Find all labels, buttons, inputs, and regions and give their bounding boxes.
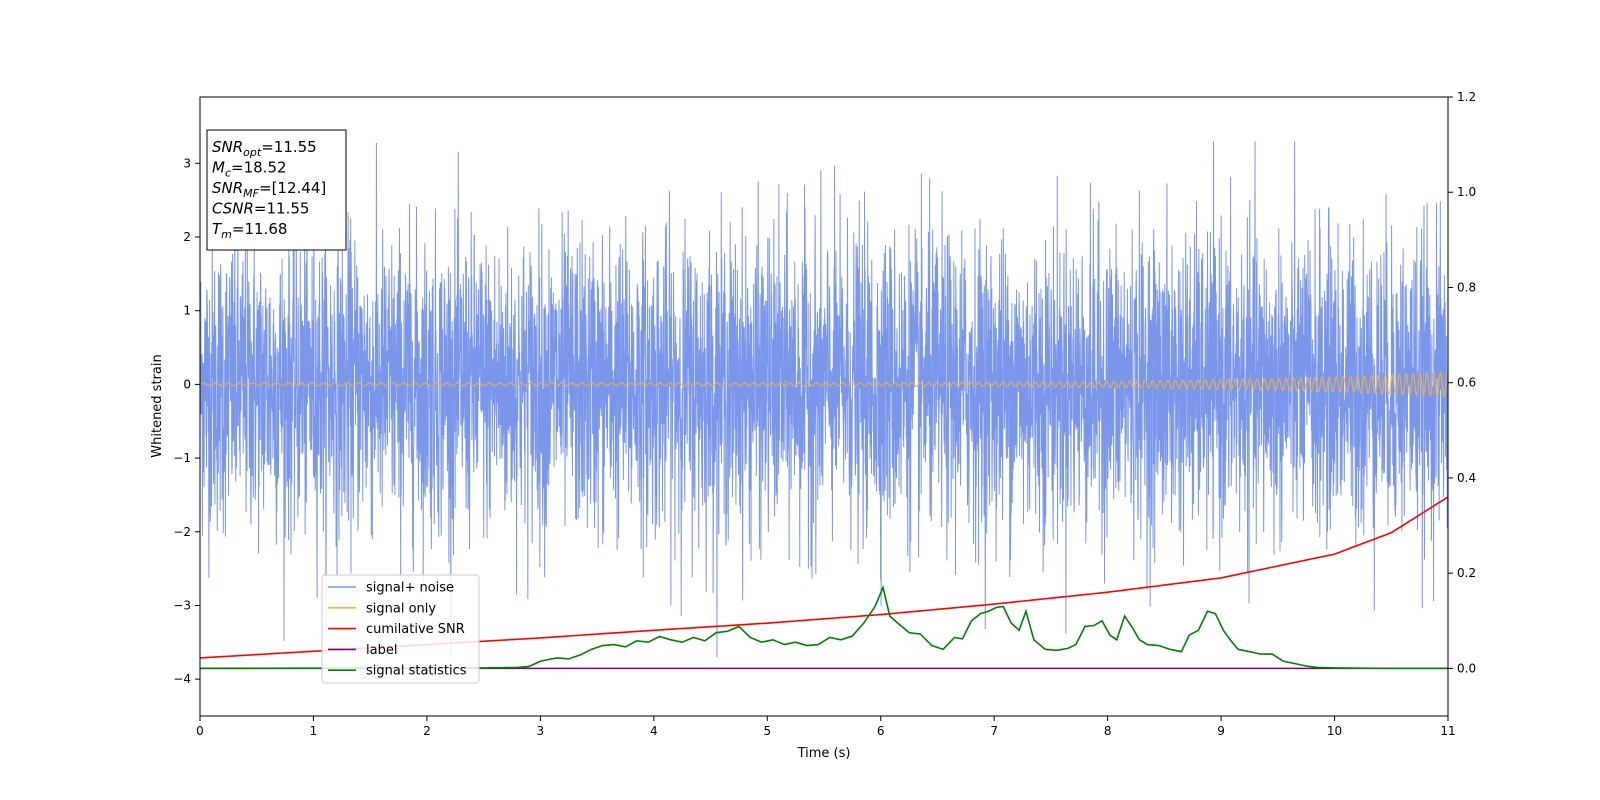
annotation-frame [206, 129, 347, 251]
x-tick-label: 0 [196, 724, 204, 738]
x-tick-label: 2 [423, 724, 431, 738]
series-line-signal-only [200, 370, 1448, 398]
legend-entry: signal only [366, 601, 436, 616]
y-tick-label: −2 [173, 525, 191, 539]
x-tick-label: 6 [877, 724, 885, 738]
x-axis-label: Time (s) [797, 746, 851, 761]
metrics-annotation-box: SNRopt=11.55Mc=18.52SNRMF=[12.44]CSNR=11… [206, 129, 347, 251]
x-axis: 0 1 2 3 4 5 6 7 8 9 10 11 [196, 716, 1456, 738]
x-tick-label: 8 [1104, 724, 1112, 738]
y-axis-label: Whitened strain [150, 354, 165, 457]
legend: signal+ noise signal only cumilative SNR la… [321, 574, 480, 684]
annotation-line: CSNR=11.55 [212, 200, 309, 218]
x-tick-label: 1 [310, 724, 318, 738]
y2-tick-label: 0.8 [1457, 280, 1476, 294]
series-line-signal-statistics [200, 584, 1448, 670]
annotation-line: SNRopt=11.55 [212, 138, 317, 159]
annotation-line: SNRMF=[12.44] [212, 179, 326, 200]
y-tick-label: 0 [183, 377, 191, 391]
y2-tick-label: 0.2 [1457, 566, 1476, 580]
x-tick-label: 7 [990, 724, 998, 738]
x-tick-label: 11 [1440, 724, 1455, 738]
annotation-line: Mc=18.52 [212, 159, 287, 180]
legend-entry: signal statistics [366, 664, 467, 679]
y-tick-label: 3 [183, 156, 191, 170]
legend-frame [321, 574, 480, 684]
y2-tick-label: 1.2 [1457, 90, 1476, 104]
x-tick-label: 5 [763, 724, 771, 738]
legend-entry: label [366, 643, 397, 658]
y-tick-label: −3 [173, 598, 191, 612]
series-line-signal-noise [200, 141, 1448, 658]
y-axis-left: −4 −3 −2 −1 0 1 2 3 [173, 156, 200, 686]
plot-frame [199, 96, 1449, 717]
x-tick-label: 9 [1217, 724, 1225, 738]
y2-tick-label: 0.0 [1457, 661, 1476, 675]
legend-entry: signal+ noise [366, 581, 454, 596]
y2-tick-label: 1.0 [1457, 185, 1476, 199]
annotation-line: Tm=11.68 [212, 220, 287, 241]
x-tick-label: 4 [650, 724, 658, 738]
y2-tick-label: 0.6 [1457, 376, 1476, 390]
y-tick-label: −4 [173, 672, 191, 686]
x-tick-label: 3 [537, 724, 545, 738]
y-tick-label: −1 [173, 451, 191, 465]
y2-tick-label: 0.4 [1457, 471, 1476, 485]
legend-entry: cumilative SNR [366, 622, 465, 637]
x-tick-label: 10 [1327, 724, 1342, 738]
y-axis-right: 0.0 0.2 0.4 0.6 0.8 1.0 1.2 [1448, 90, 1476, 675]
y-tick-label: 2 [183, 230, 191, 244]
y-tick-label: 1 [183, 304, 191, 318]
